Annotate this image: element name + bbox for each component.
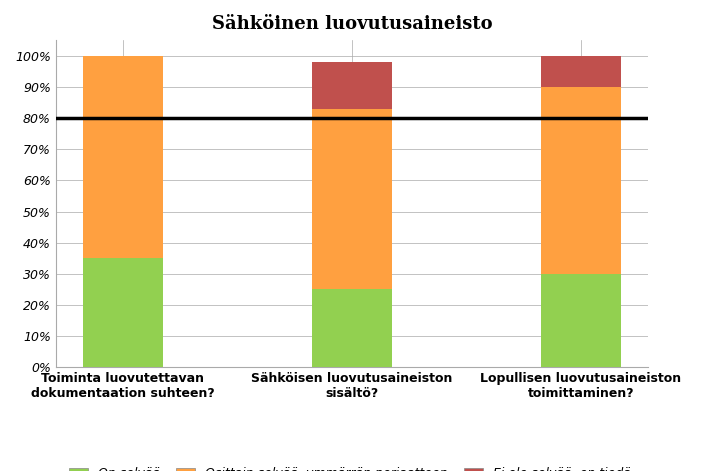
Bar [312, 62, 392, 109]
Title: Sähköinen luovutusaineisto: Sähköinen luovutusaineisto [211, 15, 492, 33]
Bar [83, 258, 163, 367]
Legend: On selvää., Osittain selvää, ymmärrän periaatteen., Ei ole selvää, en tiedä.: On selvää., Osittain selvää, ymmärrän pe… [64, 463, 640, 471]
Bar [83, 56, 163, 258]
Bar [541, 56, 621, 87]
Bar [312, 290, 392, 367]
Bar [541, 87, 621, 274]
Bar [541, 274, 621, 367]
Bar [312, 109, 392, 290]
